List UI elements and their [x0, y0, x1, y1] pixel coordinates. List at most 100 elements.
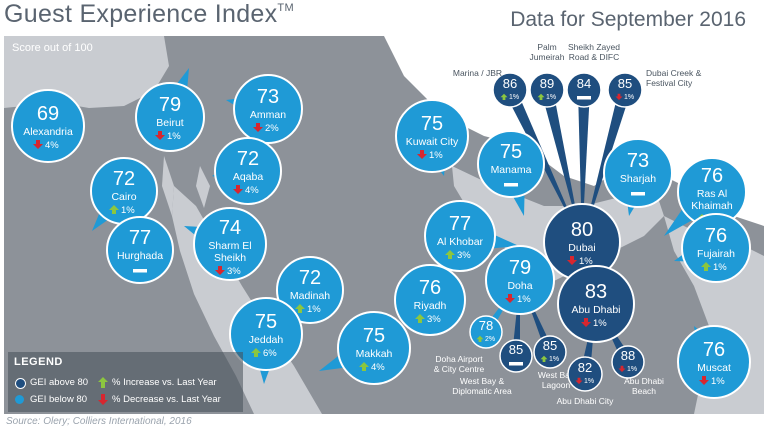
- legend-increase-label: % Increase vs. Last Year: [112, 377, 217, 388]
- score-value: 76: [703, 339, 725, 361]
- change-value: 3%: [227, 266, 241, 277]
- score-value: 72: [299, 267, 321, 289]
- score-value: 72: [237, 148, 259, 170]
- change-value: 1%: [593, 318, 607, 329]
- bubble-circle: [233, 74, 303, 144]
- score-value: 79: [509, 257, 531, 279]
- score-value: 88: [621, 348, 635, 363]
- bubble-circle: [424, 200, 496, 272]
- city-name: Muscat: [697, 362, 731, 374]
- bubble-circle: [533, 335, 567, 369]
- score-value: 76: [705, 225, 727, 247]
- score-value: 86: [503, 76, 517, 91]
- down-arrow-icon: [155, 131, 165, 140]
- bubble-circle: [193, 207, 267, 281]
- score-value: 73: [257, 86, 279, 108]
- change-value: 2%: [265, 123, 279, 134]
- change-value: 4%: [371, 362, 385, 373]
- down-arrow-icon: [233, 185, 243, 194]
- bubble-circle: [469, 315, 503, 349]
- change-value: 1%: [509, 94, 519, 101]
- bubble-circle: [566, 72, 602, 108]
- bubble-circle: [135, 82, 205, 152]
- bubble-circle: [681, 213, 751, 283]
- change-value: 1%: [429, 150, 443, 161]
- score-value: 84: [577, 76, 591, 91]
- city-name: Sheikh Zayed: [568, 42, 620, 52]
- city-name: Cairo: [111, 191, 136, 203]
- score-value: 74: [219, 217, 241, 239]
- city-name: Beirut: [156, 117, 184, 129]
- score-value: 77: [129, 227, 151, 249]
- city-name: Dubai Creek &: [646, 68, 702, 78]
- score-value: 76: [419, 277, 441, 299]
- city-name: Jeddah: [249, 334, 284, 346]
- bubble-circle: [11, 89, 85, 163]
- change-value: 1%: [549, 356, 559, 363]
- city-name: Hurghada: [117, 250, 163, 262]
- city-name: Abu Dhabi: [571, 304, 620, 316]
- chart-subtitle: Data for September 2016: [510, 8, 746, 31]
- bubble-circle: [529, 72, 565, 108]
- city-name: Alexandria: [23, 126, 73, 138]
- change-value: 1%: [546, 94, 556, 101]
- bubble-circle: [557, 265, 635, 343]
- score-value: 89: [540, 76, 554, 91]
- no-change-bar-icon: [577, 96, 591, 100]
- city-name: Jumeirah: [530, 52, 565, 62]
- city-bubble-dubai-creek-festival-city: 85 1% Dubai Creek &Festival City: [607, 68, 702, 108]
- score-value: 78: [479, 318, 493, 333]
- no-change-bar-icon: [631, 192, 645, 196]
- score-value: 83: [585, 281, 607, 303]
- bubble-circle: [276, 256, 344, 324]
- score-value: 77: [449, 213, 471, 235]
- city-bubble-marina-jbr: 86 1% Marina / JBR: [453, 68, 528, 108]
- city-name: & City Centre: [434, 364, 485, 374]
- city-name: Abu Dhabi City: [557, 396, 614, 406]
- change-value: 4%: [45, 140, 59, 151]
- city-name: West Bay &: [460, 376, 505, 386]
- score-value: 69: [37, 103, 59, 125]
- change-value: 1%: [167, 131, 181, 142]
- city-name: Madinah: [290, 290, 330, 302]
- bubble-circle: [395, 99, 469, 173]
- change-value: 3%: [427, 314, 441, 325]
- up-arrow-icon: [500, 93, 508, 100]
- bubble-circle: [492, 72, 528, 108]
- down-arrow-icon: [215, 266, 225, 275]
- city-name: Festival City: [646, 78, 693, 88]
- legend-below-label: GEI below 80: [30, 394, 88, 405]
- legend-title: LEGEND: [14, 356, 63, 368]
- bubble-circle: [677, 325, 751, 399]
- down-arrow-icon: [618, 365, 626, 372]
- up-arrow-icon: [540, 355, 548, 362]
- city-name: Riyadh: [414, 300, 447, 312]
- down-arrow-icon: [33, 140, 43, 149]
- city-name: Palm: [537, 42, 556, 52]
- bubble-circle: [394, 264, 466, 336]
- legend-above-label: GEI above 80: [30, 377, 89, 388]
- city-name: Khaimah: [691, 200, 733, 212]
- city-name: West Bay: [538, 370, 575, 380]
- score-value: 85: [509, 342, 523, 357]
- city-name: Amman: [250, 109, 286, 121]
- change-value: 1%: [121, 205, 135, 216]
- up-arrow-icon: [295, 304, 305, 313]
- score-value: 75: [500, 141, 522, 163]
- bubble-circle: [603, 138, 673, 208]
- change-value: 1%: [579, 256, 593, 267]
